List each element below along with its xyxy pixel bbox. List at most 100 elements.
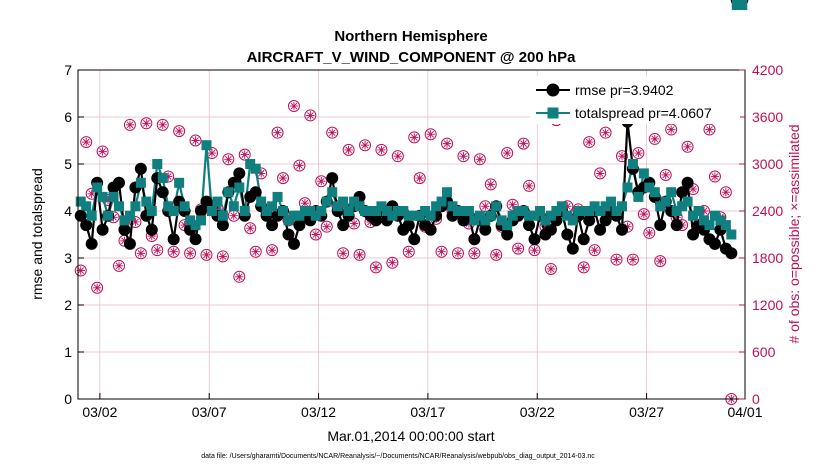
y2-tick-label: 600 [752,344,776,360]
totalspread-point [529,210,540,221]
obs-assimilated-marker [705,125,714,134]
totalspread-point [540,215,551,226]
obs-possible-marker [216,250,229,263]
obs-assimilated-marker [612,255,621,264]
obs-assimilated-marker [360,141,370,150]
rmse-point [687,228,700,241]
obs-assimilated-marker [459,151,468,161]
obs-possible-marker [544,262,557,275]
totalspread-point [124,210,135,221]
totalspread-point [715,215,726,226]
totalspread-point [682,196,693,207]
obs-possible-marker [173,125,186,138]
obs-possible-marker [375,143,388,156]
y-tick-label: 1 [64,344,72,360]
rmse-point [266,219,279,232]
rmse-point [167,233,180,246]
obs-assimilated-marker [267,245,277,255]
legend-box [530,76,740,124]
totalspread-point [141,196,152,207]
obs-possible-marker [501,147,514,160]
totalspread-point [491,201,502,212]
legend: rmse pr=3.9402 totalspread pr=4.0607 [530,76,740,124]
obs-assimilated-marker [546,264,556,274]
obs-possible-marker [441,137,454,150]
obs-possible-marker [369,261,382,274]
totalspread-point [660,196,671,207]
obs-possible-marker [408,131,421,144]
obs-assimilated-marker [699,206,709,216]
obs-assimilated-marker [355,250,364,260]
totalspread-point [709,210,720,221]
totalspread-point [310,210,321,221]
obs-assimilated-marker [103,195,113,205]
totalspread-point [431,201,442,212]
obs-assimilated-marker [142,119,151,128]
chart-subtitle: AIRCRAFT_V_WIND_COMPONENT @ 200 hPa [247,49,577,66]
obs-assimilated-marker [246,224,255,233]
totalspread-point [81,201,92,212]
totalspread-point [704,220,715,231]
totalspread-point [666,187,677,198]
totalspread-point [283,215,294,226]
totalspread-point [447,201,458,212]
obs-assimilated-marker [98,147,107,156]
totalspread-point [305,206,316,216]
totalspread-point [420,206,431,216]
data-file-footnote: data file: /Users/gharamti/Documents/NCA… [201,453,595,460]
obs-assimilated-marker [76,266,85,275]
obs-possible-marker [151,244,164,257]
obs-assimilated-marker [92,283,102,292]
rmse-point [123,237,136,250]
rmse-point [118,223,131,236]
legend-spread-marker [547,107,559,119]
obs-assimilated-marker [322,222,331,231]
totalspread-point [267,201,278,212]
y2-axis-label: # of obs: o=possible; ×=assimilated [786,124,802,343]
obs-assimilated-marker [344,145,353,155]
obs-possible-marker [484,178,497,191]
obs-possible-marker [184,247,197,260]
obs-assimilated-marker [317,177,326,186]
totalspread-point [157,173,168,184]
obs-possible-marker [659,168,672,181]
totalspread-point [387,210,398,221]
totalspread-point [146,206,157,216]
totalspread-point [174,177,185,188]
totalspread-point [611,206,622,216]
obs-possible-marker [523,179,536,192]
obs-assimilated-marker [415,173,424,183]
totalspread-point [616,201,627,212]
obs-possible-marker [244,222,257,235]
totalspread-point [381,206,392,216]
obs-possible-marker [654,255,667,268]
totalspread-point [414,210,425,221]
obs-assimilated-marker [628,255,638,264]
y-tick-label: 0 [64,391,72,407]
obs-assimilated-marker [666,125,676,134]
x-tick-label: 03/22 [520,404,555,420]
obs-assimilated-marker [645,228,654,238]
rmse-point [282,228,295,241]
obs-possible-marker [140,117,153,130]
rmse-point [708,237,721,250]
right-axis: 0 600 1200 1800 2400 3000 3600 4200 [739,62,783,407]
obs-possible-marker [189,134,202,147]
obs-possible-marker [681,140,694,153]
obs-assimilated-marker [563,202,572,211]
x-tick-label: 03/02 [82,404,117,420]
totalspread-point [92,182,103,193]
rmse-point [85,237,98,250]
totalspread-point [365,206,376,216]
obs-assimilated-marker [328,128,337,137]
obs-possible-marker [413,172,426,185]
obs-assimilated-marker [481,202,490,211]
totalspread-point [294,210,305,221]
obs-possible-marker [129,215,142,228]
totalspread-point [502,220,513,231]
y2-tick-label: 2400 [752,203,783,219]
y-tick-label: 7 [64,62,72,78]
obs-assimilated-marker [300,198,310,208]
totalspread-point [256,196,267,207]
rmse-point [676,186,689,199]
